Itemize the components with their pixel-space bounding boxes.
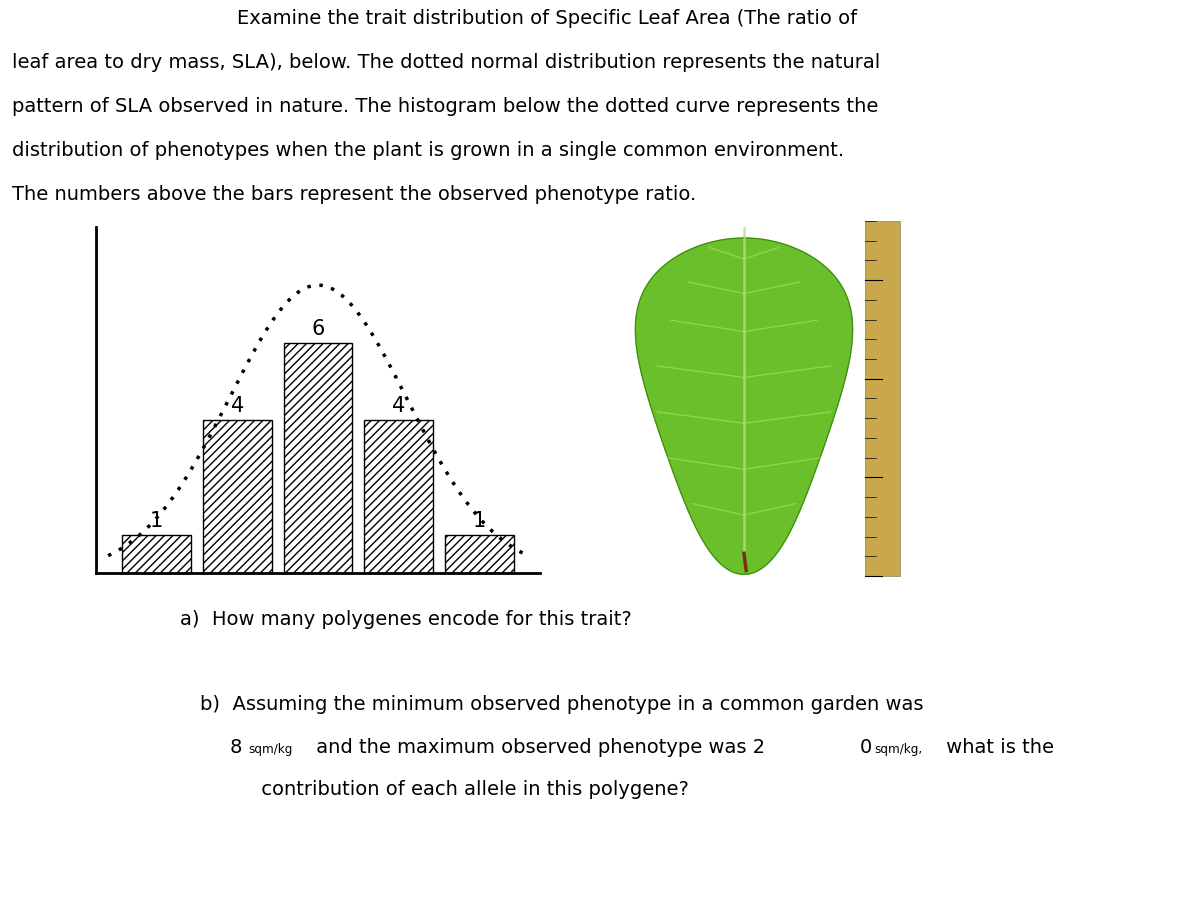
Text: 4: 4: [230, 396, 244, 416]
Text: 1: 1: [473, 511, 486, 531]
Bar: [365, 420, 433, 573]
Text: The numbers above the bars represent the observed phenotype ratio.: The numbers above the bars represent the…: [12, 185, 696, 204]
Text: and the maximum observed phenotype was 2: and the maximum observed phenotype was 2: [310, 738, 766, 757]
Text: a)  How many polygenes encode for this trait?: a) How many polygenes encode for this tr…: [180, 611, 631, 630]
Bar: [283, 343, 353, 573]
Text: sqm/kg,: sqm/kg,: [874, 743, 922, 756]
Text: pattern of SLA observed in nature. The histogram below the dotted curve represen: pattern of SLA observed in nature. The h…: [12, 97, 878, 116]
Bar: [445, 535, 514, 573]
Bar: [865, 221, 900, 576]
Text: contribution of each allele in this polygene?: contribution of each allele in this poly…: [230, 780, 689, 799]
Polygon shape: [635, 238, 853, 574]
Text: 0: 0: [860, 738, 872, 757]
Bar: [203, 420, 271, 573]
Text: 1: 1: [150, 511, 163, 531]
Bar: [122, 535, 191, 573]
Text: sqm/kg: sqm/kg: [248, 743, 293, 756]
Text: distribution of phenotypes when the plant is grown in a single common environmen: distribution of phenotypes when the plan…: [12, 141, 844, 160]
Text: what is the: what is the: [940, 738, 1054, 757]
Text: a: a: [550, 543, 570, 572]
Text: b)  Assuming the minimum observed phenotype in a common garden was: b) Assuming the minimum observed phenoty…: [200, 695, 924, 714]
Text: Examine the trait distribution of Specific Leaf Area (The ratio of: Examine the trait distribution of Specif…: [12, 9, 857, 28]
Text: 4: 4: [392, 396, 406, 416]
Text: leaf area to dry mass, SLA), below. The dotted normal distribution represents th: leaf area to dry mass, SLA), below. The …: [12, 53, 881, 72]
Text: 6: 6: [311, 318, 325, 339]
Text: 8: 8: [230, 738, 242, 757]
